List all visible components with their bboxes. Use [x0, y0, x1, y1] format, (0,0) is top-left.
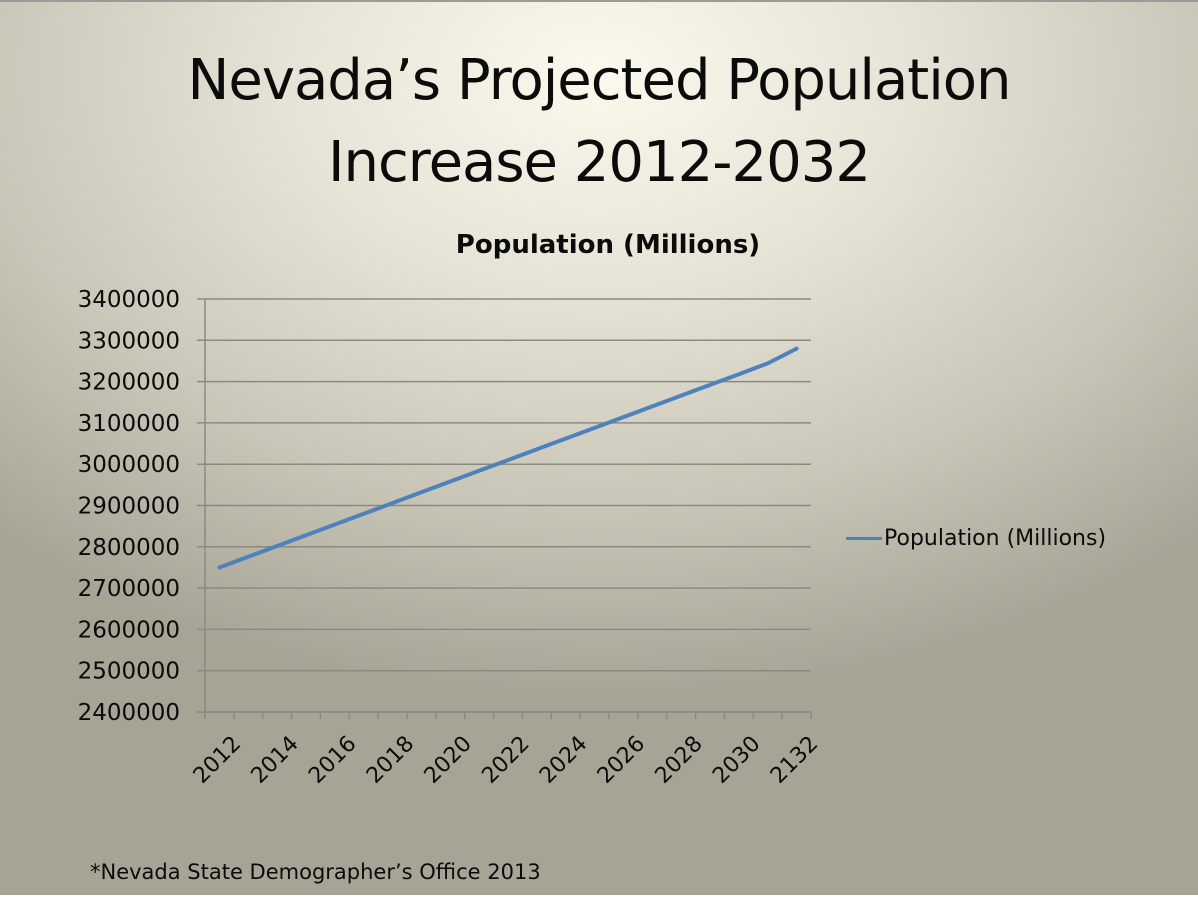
- y-axis-tick-labels: 2400000 2500000 2600000 2700000 2800000 29000…: [78, 287, 180, 726]
- y-tick-label: 3000000: [78, 452, 180, 478]
- y-tick-label: 2500000: [78, 659, 180, 685]
- chart-legend: Population (Millions): [846, 526, 1106, 551]
- x-tick-label: 2014: [247, 731, 304, 788]
- x-tick-label: 2030: [708, 731, 765, 788]
- y-tick-label: 3300000: [78, 328, 180, 354]
- slide-title-line-1: Nevada’s Projected Population: [187, 48, 1011, 113]
- gridlines: [197, 298, 811, 713]
- chart-title: Population (Millions): [455, 230, 761, 260]
- x-axis-tick-labels: 2012 2014 2016 2018 2020 2022 2024 2026 2028 2030…: [189, 731, 823, 788]
- x-tick-label: 2028: [651, 731, 708, 788]
- x-tick-label: 2018: [362, 731, 419, 788]
- x-tick-label: 2026: [593, 731, 650, 788]
- x-tick-label: 2132: [766, 731, 823, 788]
- legend-line-swatch-icon: [846, 537, 882, 540]
- legend-label: Population (Millions): [884, 526, 1107, 551]
- y-tick-label: 3400000: [78, 287, 180, 313]
- y-tick-label: 2600000: [78, 617, 180, 643]
- y-tick-label: 3200000: [78, 370, 180, 396]
- y-tick-label: 2400000: [78, 700, 180, 726]
- y-tick-label: 2800000: [78, 535, 180, 561]
- x-tick-label: 2020: [420, 731, 477, 788]
- x-tick-label: 2012: [189, 731, 246, 788]
- series-line-population: [217, 346, 799, 570]
- axes: [204, 299, 812, 719]
- y-tick-label: 2900000: [78, 494, 180, 520]
- slide-title: Nevada’s Projected Population Increase 2…: [0, 40, 1198, 204]
- x-tick-label: 2024: [535, 731, 592, 788]
- x-tick-label: 2022: [477, 731, 534, 788]
- source-note: *Nevada State Demographer’s Office 2013: [90, 860, 541, 884]
- y-tick-label: 3100000: [78, 411, 180, 437]
- x-tick-label: 2016: [304, 731, 361, 788]
- y-tick-label: 2700000: [78, 576, 180, 602]
- slide-title-line-2: Increase 2012-2032: [327, 130, 871, 195]
